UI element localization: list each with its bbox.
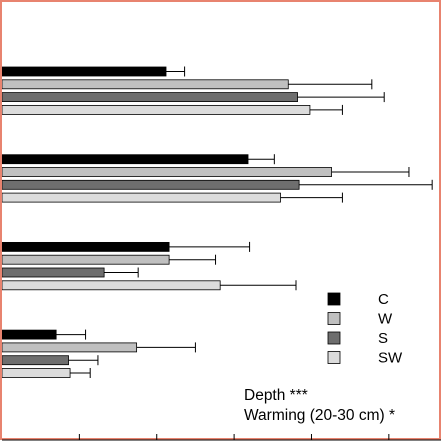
bar-c-group-1 [2,66,167,77]
bar-sw-group-2 [2,192,281,203]
legend-label-c: C [378,291,389,308]
legend-swatch-sw [327,351,341,364]
bar-s-group-3 [2,267,105,278]
error-bars-layer [56,66,433,378]
bar-w-group-3 [2,254,170,265]
bar-c-group-2 [2,154,249,165]
annotation-warming: Warming (20-30 cm) * [244,407,395,424]
legend: CWS SW [327,291,403,367]
annotation-depth: Depth *** [244,387,308,404]
legend-label-sw: SW [378,350,403,367]
bar-sw-group-4 [2,368,71,378]
bar-s-group-1 [2,92,298,102]
bar-w-group-1 [2,79,289,90]
legend-swatch-s [327,331,341,345]
legend-swatch-w [327,312,341,325]
bar-sw-group-3 [2,280,221,291]
bar-sw-group-1 [2,105,311,115]
bar-s-group-4 [2,355,69,366]
bar-c-group-3 [2,241,170,252]
x-axis [2,434,441,441]
legend-label-w: W [378,311,393,328]
bar-w-group-4 [2,342,138,353]
legend-swatch-c [327,292,341,306]
bars-layer [2,66,332,378]
bar-c-group-4 [2,329,57,340]
bar-w-group-2 [2,167,332,177]
legend-label-s: S [378,330,388,347]
bar-s-group-2 [2,179,300,190]
